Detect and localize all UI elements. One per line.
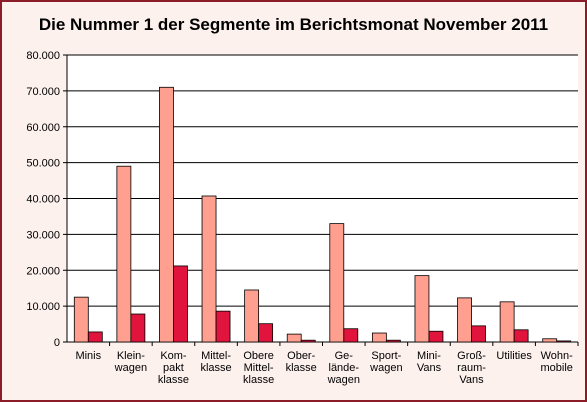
x-tick-label: wagen [327, 374, 360, 386]
bar-series-2 [258, 323, 274, 343]
chart-title: Die Nummer 1 der Segmente im Berichtsmon… [38, 15, 549, 34]
bar-series-1 [457, 297, 472, 343]
x-tick-label: Ge- [335, 350, 354, 362]
x-tick-label: Groß- [457, 350, 486, 362]
x-tick-label: klasse [286, 362, 317, 374]
bar-series-1 [414, 275, 430, 343]
bar-series-1 [499, 301, 515, 343]
x-tick-label: Mini- [417, 350, 441, 362]
y-tick-label: 80.000 [26, 50, 60, 62]
bar-series-2 [300, 339, 316, 343]
x-tick-label: Vans [459, 374, 484, 386]
y-tick-label: 40.000 [26, 194, 60, 206]
x-tick-label: Ober- [287, 350, 315, 362]
x-tick-label: lände- [329, 362, 360, 374]
x-tick-label: wagen [369, 362, 402, 374]
x-tick-label: Sport- [371, 350, 401, 362]
y-tick-label: 20.000 [26, 265, 60, 277]
bar-series-1 [329, 223, 345, 343]
x-tick-label: klasse [158, 374, 189, 386]
x-tick-label: pakt [163, 362, 184, 374]
bar-series-1 [73, 296, 89, 343]
bar-series-1 [244, 289, 260, 343]
y-tick-label: 70.000 [26, 86, 60, 98]
bar-series-2 [215, 310, 231, 343]
bar-series-2 [428, 330, 444, 343]
bar-series-1 [201, 195, 217, 343]
x-tick-label: Mittel- [201, 350, 231, 362]
x-tick-label: Vans [417, 362, 442, 374]
x-tick-label: wagen [114, 362, 147, 374]
x-tick-label: mobile [541, 362, 573, 374]
bar-series-1 [159, 86, 174, 343]
bar-series-1 [371, 332, 387, 343]
y-tick-label: 60.000 [26, 122, 60, 134]
y-tick-label: 10.000 [26, 301, 60, 313]
y-tick-label: 30.000 [26, 229, 60, 241]
bar-series-2 [130, 313, 146, 343]
bar-series-2 [385, 339, 401, 343]
x-tick-label: Wohn- [541, 350, 574, 362]
bar-series-1 [542, 338, 558, 343]
x-tick-label: klasse [243, 374, 274, 386]
bar-series-2 [556, 340, 572, 343]
x-tick-label: Obere [243, 350, 274, 362]
bar-series-1 [116, 165, 132, 343]
bar-series-1 [286, 333, 302, 343]
bar-series-2 [87, 331, 103, 343]
x-tick-label: raum- [457, 362, 486, 374]
x-tick-label: klasse [200, 362, 231, 374]
bar-series-2 [471, 325, 486, 343]
y-tick-label: 0 [54, 337, 60, 349]
x-tick-label: Mittel- [244, 362, 274, 374]
x-tick-label: Minis [75, 350, 101, 362]
bar-series-2 [173, 265, 188, 343]
y-tick-label: 50.000 [26, 158, 60, 170]
bar-series-2 [343, 328, 359, 343]
x-tick-label: Klein- [117, 350, 145, 362]
x-tick-label: Kom- [160, 350, 187, 362]
x-tick-label: Utilities [496, 350, 532, 362]
bar-series-2 [513, 329, 529, 343]
